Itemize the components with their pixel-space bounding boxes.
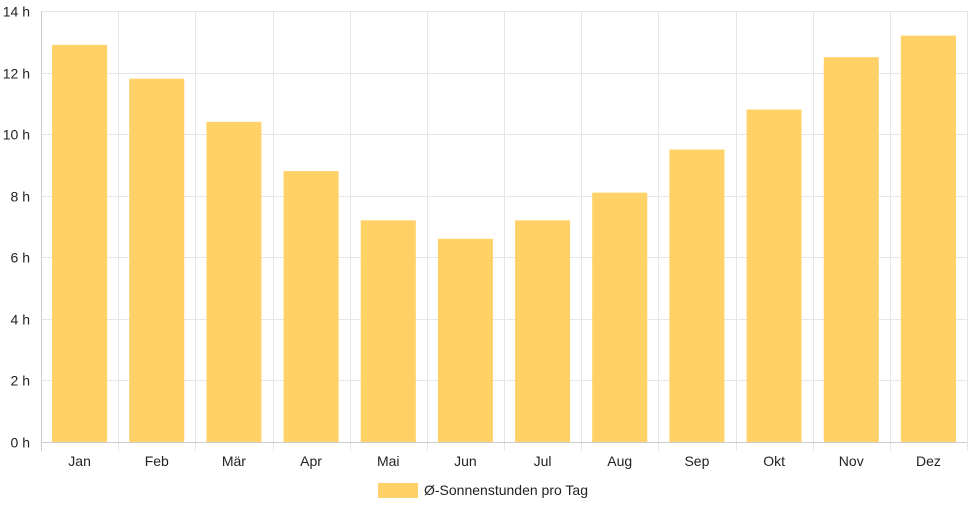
bar-nov[interactable]: [823, 57, 879, 443]
y-tick-label: 14 h: [3, 4, 30, 20]
y-tick-label: 10 h: [3, 127, 30, 143]
x-tick-label: Aug: [607, 453, 632, 469]
y-tick-label: 8 h: [11, 189, 30, 205]
y-tick-label: 12 h: [3, 66, 30, 82]
bar-apr[interactable]: [283, 171, 339, 443]
bar-sep[interactable]: [669, 149, 725, 443]
bar-mär[interactable]: [206, 121, 262, 442]
bar-feb[interactable]: [129, 78, 185, 442]
bar-okt[interactable]: [746, 109, 802, 442]
legend-label[interactable]: Ø-Sonnenstunden pro Tag: [424, 482, 588, 498]
grid: [41, 11, 968, 451]
axes: [41, 11, 967, 451]
x-tick-label: Jan: [68, 453, 91, 469]
y-tick-label: 2 h: [11, 373, 30, 389]
x-tick-label: Mär: [222, 453, 246, 469]
bar-jul[interactable]: [515, 220, 571, 442]
y-tick-label: 0 h: [11, 435, 30, 451]
x-tick-label: Apr: [300, 453, 322, 469]
x-tick-label: Mai: [377, 453, 400, 469]
y-tick-labels: 0 h 2 h 4 h 6 h 8 h 10 h 12 h 14 h: [3, 4, 30, 451]
bar-jun[interactable]: [437, 238, 493, 442]
bar-dez[interactable]: [900, 35, 956, 442]
legend-swatch[interactable]: [378, 483, 418, 498]
bar-jan[interactable]: [52, 44, 108, 442]
x-tick-label: Feb: [145, 453, 169, 469]
x-tick-label: Dez: [916, 453, 941, 469]
legend[interactable]: Ø-Sonnenstunden pro Tag: [378, 482, 588, 498]
x-tick-label: Jun: [454, 453, 477, 469]
x-tick-label: Jul: [534, 453, 552, 469]
y-tick-label: 6 h: [11, 250, 30, 266]
bars: [52, 35, 956, 443]
x-tick-label: Okt: [763, 453, 785, 469]
x-tick-label: Sep: [684, 453, 709, 469]
bar-mai[interactable]: [360, 220, 416, 442]
x-tick-label: Nov: [839, 453, 864, 469]
bar-aug[interactable]: [592, 192, 648, 442]
y-tick-label: 4 h: [11, 312, 30, 328]
x-tick-labels: Jan Feb Mär Apr Mai Jun Jul Aug Sep Okt Nov Dez: [68, 453, 941, 469]
